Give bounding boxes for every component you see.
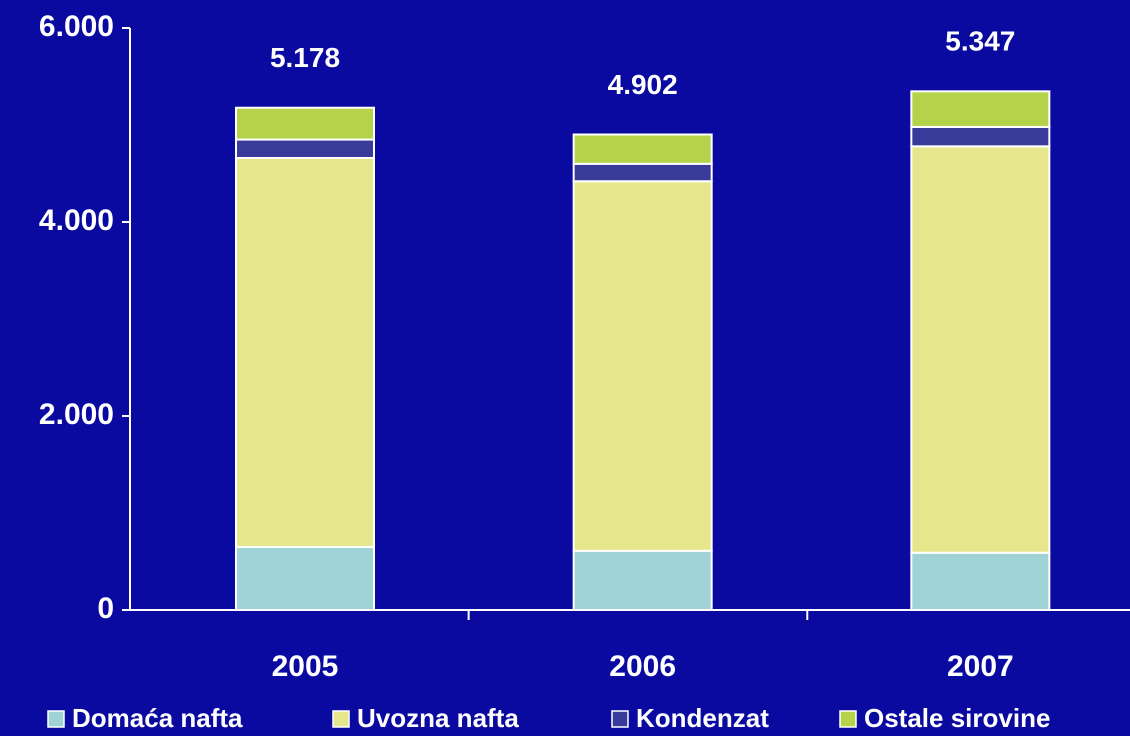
legend-swatch xyxy=(611,710,629,728)
bar-segment xyxy=(235,106,375,141)
bar-segment xyxy=(910,145,1051,554)
bar-segment xyxy=(235,156,375,548)
bar-segment xyxy=(910,551,1051,612)
y-tick-label: 2.000 xyxy=(39,398,114,431)
bar-segment xyxy=(235,138,375,159)
x-tick-label: 2005 xyxy=(272,650,339,683)
bar-segment xyxy=(572,162,713,183)
total-label: 5.178 xyxy=(270,42,340,73)
bar-segment xyxy=(572,549,713,612)
total-label: 5.347 xyxy=(945,26,1015,57)
y-tick-label: 0 xyxy=(97,592,114,625)
legend-label: Kondenzat xyxy=(636,703,769,733)
total-label: 4.902 xyxy=(608,69,678,100)
x-tick-label: 2007 xyxy=(947,650,1014,683)
bar-segment xyxy=(235,545,375,612)
legend-label: Ostale sirovine xyxy=(864,703,1050,733)
legend-label: Domaća nafta xyxy=(72,703,243,733)
bar-segment xyxy=(910,90,1051,128)
legend-swatch xyxy=(332,710,350,728)
legend-label: Uvozna nafta xyxy=(357,703,519,733)
bar-segment xyxy=(572,180,713,552)
bar-segment xyxy=(910,125,1051,148)
bar-segment xyxy=(572,133,713,165)
legend-swatch xyxy=(47,710,65,728)
y-tick-label: 4.000 xyxy=(39,204,114,237)
y-tick-label: 6.000 xyxy=(39,10,114,43)
legend-swatch xyxy=(839,710,857,728)
x-tick-label: 2006 xyxy=(609,650,676,683)
